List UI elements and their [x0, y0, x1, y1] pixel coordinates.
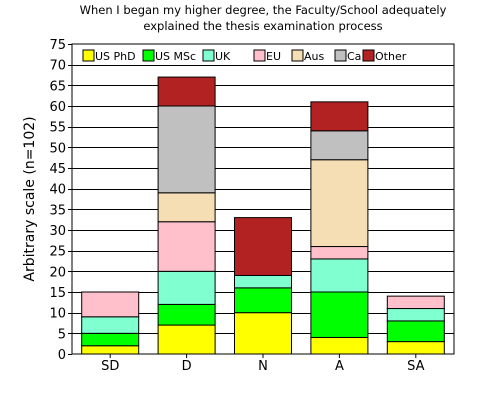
legend-swatch [253, 49, 266, 62]
y-tick-label: 20 [49, 265, 66, 280]
x-axis-categories: SD D N A SA [101, 354, 425, 374]
y-tick-label: 15 [49, 286, 66, 301]
bar-segment-eu-sd [81, 291, 140, 318]
bar-segment-uk-d [157, 270, 216, 305]
y-tick-label: 30 [49, 224, 66, 239]
legend-label: EU [266, 50, 281, 63]
y-tick-label: 35 [49, 203, 66, 218]
x-category-label: SD [101, 359, 119, 374]
y-tick-label: 60 [49, 100, 66, 115]
bar-segment-uk-n [234, 274, 292, 289]
legend-swatch [334, 49, 347, 62]
legend-swatch [362, 49, 375, 62]
y-tick-label: 55 [49, 121, 66, 136]
bar-segment-ca-d [157, 105, 216, 194]
y-tick-label: 75 [49, 38, 66, 53]
bar-segment-aus-a [310, 159, 369, 248]
x-category-label: D [182, 359, 192, 374]
y-tick-label: 50 [49, 141, 66, 156]
legend-swatch [82, 49, 95, 62]
bar-segment-aus-d [157, 192, 216, 223]
legend-label: US PhD [95, 50, 136, 63]
bar-segment-us-phd-n [234, 312, 292, 355]
y-tick-label: 40 [49, 183, 66, 198]
chart-title: When I began my higher degree, the Facul… [80, 3, 447, 33]
legend: US PhD US MSc UK EU Aus Ca Other [82, 49, 407, 63]
bar-segment-other-n [234, 217, 292, 276]
bar-segment-us-phd-d [157, 324, 216, 355]
legend-label: US MSc [155, 50, 196, 63]
bar-segment-us-msc-n [234, 287, 292, 314]
y-tick-label: 25 [49, 245, 66, 260]
bar-segment-eu-sa [386, 295, 445, 310]
bar-segment-uk-a [310, 258, 369, 293]
bar-segment-us-phd-sd [81, 345, 140, 355]
legend-swatch [142, 49, 155, 62]
y-tick-label: 10 [49, 307, 66, 322]
bar-segment-us-msc-sd [81, 332, 140, 347]
legend-label: Ca [347, 50, 361, 63]
chart-title-line-1: When I began my higher degree, the Facul… [80, 3, 447, 17]
bar-segment-ca-a [310, 130, 369, 161]
y-tick-label: 5 [58, 327, 66, 342]
y-tick-label: 0 [58, 348, 66, 363]
bar-segment-eu-d [157, 221, 216, 272]
legend-label: Other [375, 50, 407, 63]
bar-segment-other-d [157, 76, 216, 107]
chart-title-line-2: explained the thesis examination process [143, 19, 382, 33]
legend-swatch [202, 49, 215, 62]
y-tick-label: 45 [49, 162, 66, 177]
y-tick-label: 65 [49, 79, 66, 94]
x-category-label: N [258, 359, 268, 374]
y-tick-label: 70 [49, 59, 66, 74]
legend-label: UK [215, 50, 231, 63]
y-axis-title: Arbitrary scale (n=102) [22, 116, 38, 281]
legend-swatch [291, 49, 304, 62]
bar-segment-eu-a [310, 246, 369, 260]
bar-segment-other-a [310, 101, 369, 132]
bars [81, 76, 445, 355]
bar-segment-uk-sd [81, 316, 140, 334]
x-category-label: A [335, 359, 344, 374]
bar-segment-us-phd-a [310, 336, 369, 355]
bar-segment-us-msc-d [157, 303, 216, 326]
legend-label: Aus [304, 50, 324, 63]
bar-segment-us-msc-a [310, 291, 369, 338]
bar-segment-us-msc-sa [386, 320, 445, 343]
x-category-label: SA [407, 359, 424, 374]
bar-segment-us-phd-sa [386, 341, 445, 355]
y-axis-ticks: 0 5 10 15 20 25 30 35 40 45 50 55 60 65 70 75 [49, 38, 72, 363]
bar-segment-uk-sa [386, 308, 445, 322]
